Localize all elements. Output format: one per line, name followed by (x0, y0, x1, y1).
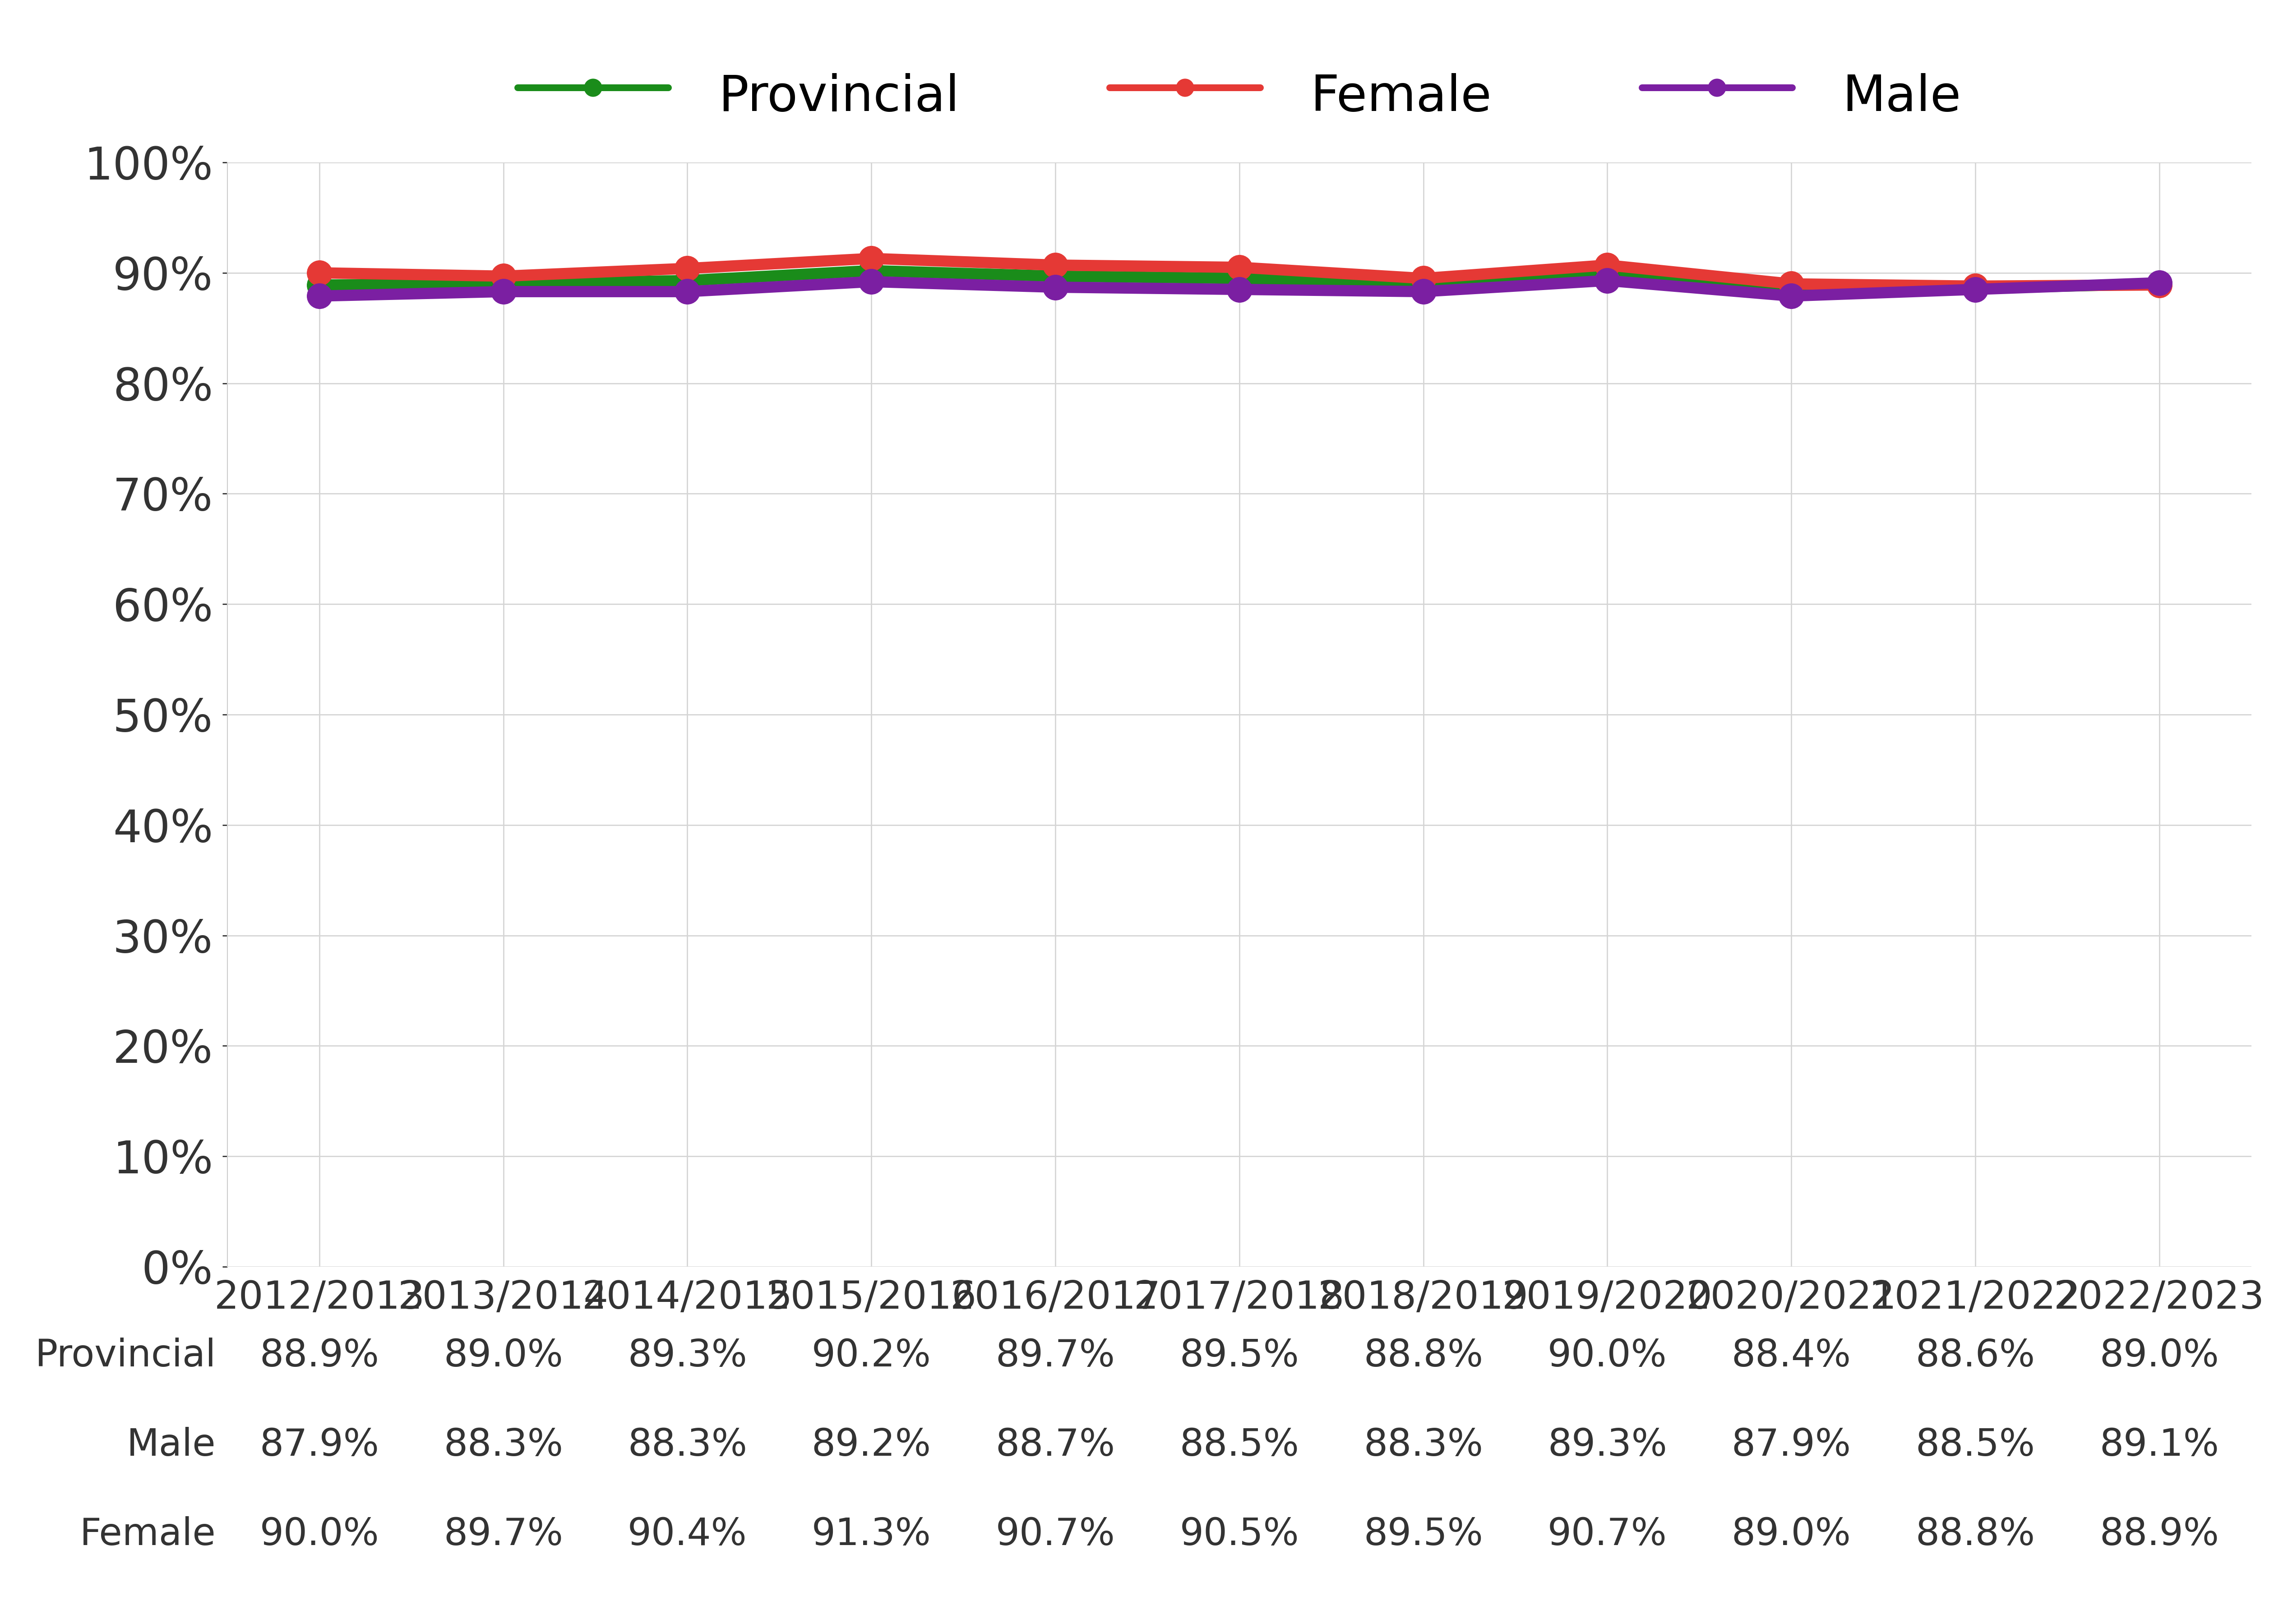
Text: 87.9%: 87.9% (259, 1427, 380, 1463)
Female (305, 263, 332, 283)
Male (673, 283, 700, 302)
Text: 89.2%: 89.2% (812, 1427, 930, 1463)
Provincial (1410, 276, 1437, 296)
Text: 88.6%: 88.6% (1915, 1338, 2035, 1374)
Text: 90.4%: 90.4% (628, 1517, 748, 1553)
Text: 89.0%: 89.0% (1731, 1517, 1851, 1553)
Line: Female: Female (307, 245, 2172, 299)
Text: 88.9%: 88.9% (2099, 1517, 2219, 1553)
Text: 90.5%: 90.5% (1180, 1517, 1298, 1553)
Text: 88.3%: 88.3% (443, 1427, 564, 1463)
Male (305, 286, 332, 305)
Text: 88.8%: 88.8% (1915, 1517, 2035, 1553)
Provincial (673, 271, 700, 291)
Male (1962, 279, 1990, 299)
Text: 88.3%: 88.3% (628, 1427, 748, 1463)
Legend: Provincial, Female, Male: Provincial, Female, Male (498, 44, 1981, 145)
Text: Male: Male (127, 1427, 216, 1463)
Provincial (1962, 279, 1990, 299)
Text: 90.2%: 90.2% (812, 1338, 930, 1374)
Male (1410, 283, 1437, 302)
Text: 89.5%: 89.5% (1364, 1517, 1483, 1553)
Female (1778, 274, 1806, 294)
Line: Provincial: Provincial (307, 258, 2172, 304)
Female (1962, 276, 1990, 296)
Provincial (2147, 274, 2174, 294)
Female (1594, 255, 1621, 274)
Provincial (1778, 281, 1806, 300)
Text: 90.0%: 90.0% (259, 1517, 380, 1553)
Text: 90.7%: 90.7% (1549, 1517, 1667, 1553)
Text: 89.1%: 89.1% (2099, 1427, 2219, 1463)
Text: Provincial: Provincial (34, 1338, 216, 1374)
Text: 89.3%: 89.3% (628, 1338, 748, 1374)
Male (2147, 273, 2174, 292)
Text: 89.7%: 89.7% (443, 1517, 564, 1553)
Text: 89.0%: 89.0% (2099, 1338, 2219, 1374)
Text: 90.7%: 90.7% (996, 1517, 1114, 1553)
Male (857, 271, 885, 291)
Female (673, 258, 700, 278)
Provincial (489, 274, 516, 294)
Provincial (857, 261, 885, 281)
Provincial (1041, 266, 1069, 286)
Female (1410, 268, 1437, 287)
Text: Female: Female (80, 1517, 216, 1553)
Text: 88.5%: 88.5% (1180, 1427, 1298, 1463)
Text: 89.3%: 89.3% (1549, 1427, 1667, 1463)
Female (2147, 274, 2174, 294)
Female (1041, 255, 1069, 274)
Male (489, 283, 516, 302)
Female (857, 248, 885, 268)
Text: 87.9%: 87.9% (1731, 1427, 1851, 1463)
Text: 89.0%: 89.0% (443, 1338, 564, 1374)
Female (489, 266, 516, 286)
Text: 88.3%: 88.3% (1364, 1427, 1483, 1463)
Text: 91.3%: 91.3% (812, 1517, 930, 1553)
Text: 88.4%: 88.4% (1731, 1338, 1851, 1374)
Line: Male: Male (307, 268, 2172, 309)
Provincial (1226, 268, 1253, 287)
Female (1226, 258, 1253, 278)
Text: 88.9%: 88.9% (259, 1338, 380, 1374)
Male (1041, 278, 1069, 297)
Text: 89.5%: 89.5% (1180, 1338, 1298, 1374)
Text: 88.5%: 88.5% (1915, 1427, 2035, 1463)
Provincial (1594, 263, 1621, 283)
Text: 90.0%: 90.0% (1549, 1338, 1667, 1374)
Male (1226, 279, 1253, 299)
Male (1594, 271, 1621, 291)
Text: 88.8%: 88.8% (1364, 1338, 1483, 1374)
Text: 88.7%: 88.7% (996, 1427, 1114, 1463)
Text: 89.7%: 89.7% (996, 1338, 1114, 1374)
Provincial (305, 274, 332, 294)
Male (1778, 286, 1806, 305)
